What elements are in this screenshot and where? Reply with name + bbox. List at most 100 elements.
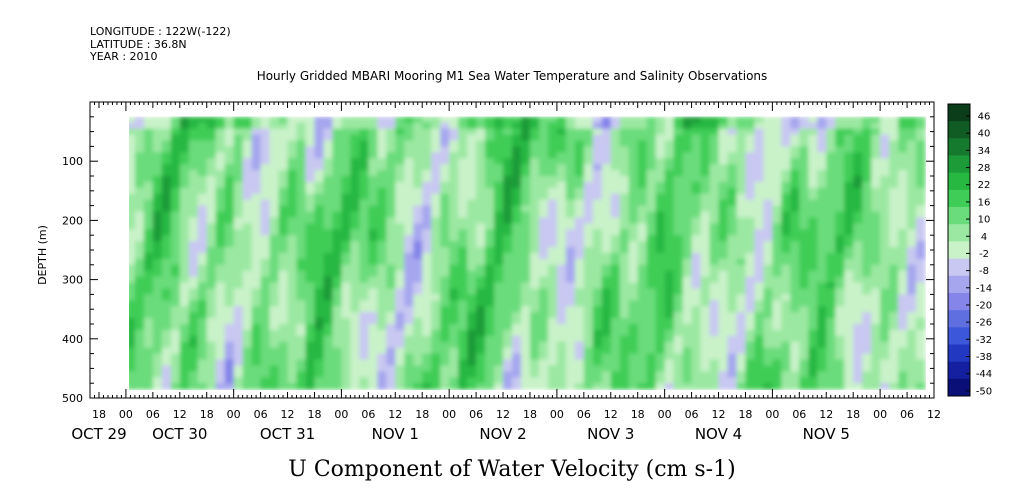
heatmap-cell [817,176,827,183]
heatmap-cell [664,306,675,313]
heatmap-cell [476,258,486,266]
heatmap-cell [700,187,711,195]
heatmap-cell [386,158,396,165]
heatmap-cell [520,146,531,153]
heatmap-cell [341,122,351,130]
heatmap-cell [781,140,791,147]
heatmap-cell [682,264,693,272]
heatmap-cell [233,276,244,284]
heatmap-cell [655,377,666,384]
heatmap-cell [871,176,881,183]
heatmap-cell [170,176,181,183]
heatmap-cell [799,371,809,378]
heatmap-cell [278,158,289,165]
heatmap-cell [224,176,235,183]
heatmap-cell [494,116,504,124]
heatmap-cell [601,152,612,159]
heatmap-cell [916,211,926,219]
heatmap-cell [323,252,334,260]
heatmap-cell [251,324,262,331]
heatmap-cell [862,146,872,153]
heatmap-cell [637,181,648,189]
heatmap-cell [161,205,172,213]
heatmap-cell [224,170,235,177]
heatmap-cell [494,341,504,349]
heatmap-cell [314,377,325,384]
heatmap-cell [278,152,289,159]
heatmap-cell [853,241,863,248]
heatmap-cell [844,187,854,195]
heatmap-cell [134,353,145,361]
heatmap-cell [269,223,280,230]
heatmap-cell [745,181,756,189]
heatmap-cell [682,377,693,384]
heatmap-cell [129,247,136,254]
heatmap-cell [422,347,432,355]
heatmap-cell [700,365,711,372]
heatmap-cell [251,341,262,349]
heatmap-cell [143,187,154,195]
heatmap-cell [538,158,549,165]
heatmap-cell [143,181,154,189]
heatmap-cell [134,329,145,337]
heatmap-cell [763,152,773,159]
heatmap-cell [206,329,217,337]
heatmap-cell [134,146,145,153]
heatmap-cell [547,146,558,153]
heatmap-cell [350,276,360,284]
heatmap-cell [664,134,675,142]
heatmap-cell [476,211,486,219]
heatmap-cell [709,365,720,372]
heatmap-cell [700,329,711,337]
heatmap-cell [655,264,666,272]
heatmap-cell [673,359,684,367]
heatmap-cell [727,300,738,307]
heatmap-cell [637,270,648,278]
heatmap-cell [323,152,334,159]
heatmap-cell [296,294,307,301]
heatmap-cell [610,146,621,153]
heatmap-cell [476,324,486,331]
heatmap-cell [727,128,738,136]
heatmap-cell [332,264,343,272]
heatmap-cell [520,122,531,130]
heatmap-cell [547,324,558,331]
heatmap-cell [503,294,513,301]
heatmap-cell [368,199,378,207]
heatmap-cell [691,170,702,177]
heatmap-cell [709,223,720,230]
heatmap-cell [476,187,486,195]
heatmap-cell [529,134,540,142]
heatmap-cell [467,247,477,254]
heatmap-cell [129,383,136,390]
heatmap-cell [556,229,567,236]
heatmap-cell [431,116,441,124]
heatmap-cell [529,341,540,349]
heatmap-cell [871,324,881,331]
heatmap-cell [592,329,603,337]
heatmap-cell [745,252,756,260]
heatmap-cell [440,359,450,367]
y-tick-label: 300 [62,274,83,287]
heatmap-cell [637,158,648,165]
heatmap-cell [413,134,423,142]
heatmap-cell [413,365,423,372]
heatmap-cell [449,140,459,147]
heatmap-cell [503,377,513,384]
heatmap-cell [152,187,163,195]
heatmap-cell [305,294,316,301]
x-hour-label: 18 [738,408,752,421]
heatmap-cell [916,335,926,343]
heatmap-cell [529,122,540,130]
heatmap-cell [709,176,720,183]
heatmap-cell [296,181,307,189]
heatmap-cell [476,288,486,295]
heatmap-cell [547,122,558,130]
heatmap-cell [422,176,432,183]
heatmap-cell [359,217,369,224]
heatmap-cell [781,270,791,278]
x-date-label: NOV 5 [803,425,850,443]
heatmap-cell [368,324,378,331]
heatmap-cell [547,371,558,378]
heatmap-cell [736,288,747,295]
